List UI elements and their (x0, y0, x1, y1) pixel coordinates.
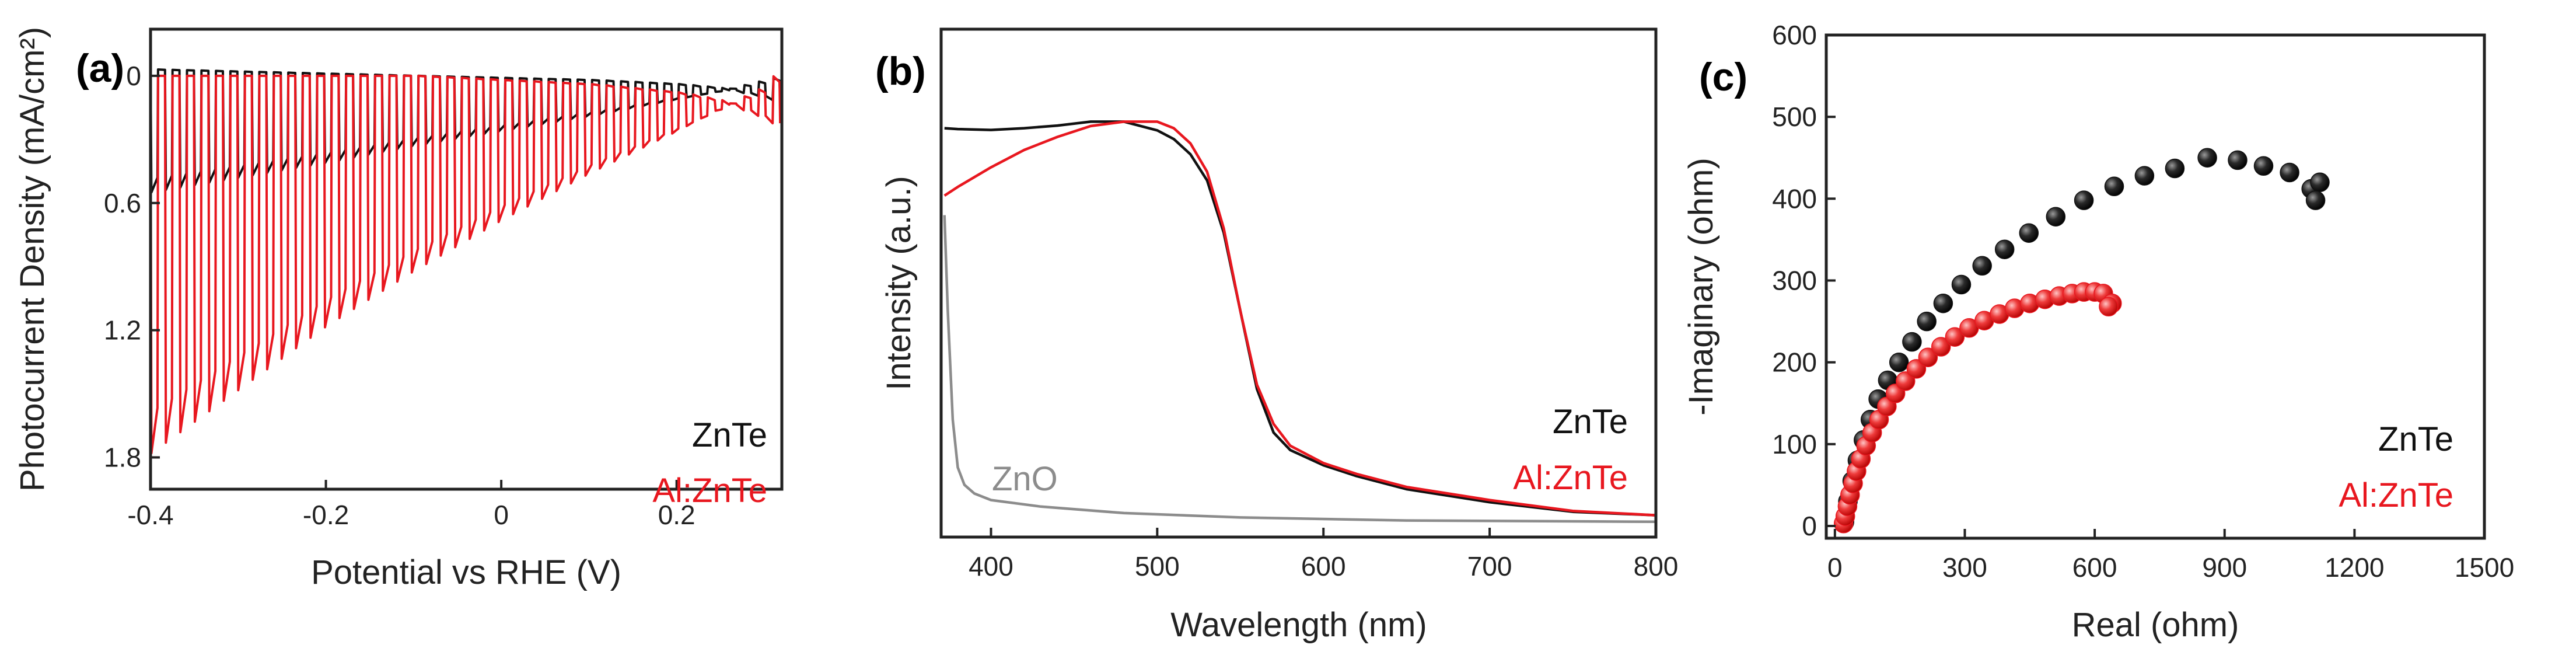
marker-al-znte (1896, 371, 1916, 391)
panel-a: (a) -0.4 -0.2 0 0.2 0 0.6 1.2 1.8 Potential vs… (13, 27, 784, 591)
y-tick-label: 0 (1802, 511, 1817, 541)
marker-znte (1933, 293, 1953, 313)
marker-znte (1951, 274, 1972, 295)
panel-b: (b) 400 500 600 700 800 Wavelength (nm) Inte… (875, 27, 1678, 644)
marker-znte (2074, 190, 2094, 210)
panel-c-legend-znte: ZnTe (2378, 420, 2453, 458)
series-line-zno (943, 215, 1656, 524)
x-tick-label: 300 (1942, 552, 1987, 583)
x-tick-label: 0 (494, 500, 509, 530)
marker-znte (2228, 150, 2248, 170)
y-tick-label: 300 (1772, 265, 1817, 295)
panel-b-legend-alznte: Al:ZnTe (1513, 459, 1628, 497)
panel-a-ylabel: Photocurrent Density (mA/cm²) (13, 27, 51, 492)
x-tick-label: 900 (2202, 552, 2247, 583)
x-tick-label: -0.4 (127, 500, 173, 530)
marker-znte (2134, 166, 2155, 186)
panel-a-legend-znte: ZnTe (692, 416, 767, 454)
panel-a-xlabel: Potential vs RHE (V) (311, 553, 621, 591)
panel-a-label: (a) (76, 46, 124, 90)
panel-b-ylabel: Intensity (a.u.) (880, 176, 918, 390)
y-tick-label: 200 (1772, 347, 1817, 378)
y-tick-label: 0 (126, 61, 141, 91)
marker-znte (1902, 332, 1922, 352)
series-line-al-znte (149, 74, 782, 455)
panel-b-xlabel: Wavelength (nm) (1170, 606, 1427, 644)
marker-znte (1917, 311, 1937, 332)
y-tick-label: 1.2 (104, 315, 141, 346)
x-tick-label: 400 (969, 551, 1013, 581)
panel-a-frame (149, 27, 784, 491)
x-tick-label: 1500 (2455, 552, 2514, 583)
marker-al-znte (1918, 347, 1938, 367)
y-tick-label: 0.6 (104, 188, 141, 218)
marker-al-znte (1906, 359, 1927, 379)
series-line-znte (944, 120, 1656, 517)
marker-znte (1972, 256, 1992, 276)
y-tick-label: 100 (1772, 429, 1817, 459)
marker-znte (2310, 172, 2330, 193)
panel-c: (c) 0 300 600 900 1200 1500 0 100 200 300 400 500 6… (1682, 20, 2514, 644)
panel-b-xticks: 400 500 600 700 800 (969, 528, 1678, 581)
panel-a-xticks: -0.4 -0.2 0 0.2 (127, 480, 695, 530)
marker-znte (2305, 190, 2326, 210)
x-tick-label: 700 (1467, 551, 1512, 581)
marker-al-znte (1931, 337, 1951, 357)
panel-a-yticks: 0 0.6 1.2 1.8 (104, 61, 160, 473)
panel-a-series (149, 68, 782, 455)
marker-znte (2253, 156, 2274, 176)
marker-znte (2104, 176, 2124, 197)
marker-znte (1889, 352, 1909, 372)
x-tick-label: -0.2 (303, 500, 349, 530)
panel-c-xlabel: Real (ohm) (2072, 606, 2239, 644)
marker-znte (2280, 162, 2299, 183)
panel-a-legend-alznte: Al:ZnTe (652, 472, 767, 510)
y-tick-label: 400 (1772, 183, 1817, 214)
panel-b-legend-znte: ZnTe (1553, 403, 1628, 441)
marker-znte (2046, 207, 2066, 227)
panel-c-legend-alznte: Al:ZnTe (2339, 476, 2453, 514)
panel-b-zno-label: ZnO (992, 460, 1058, 498)
y-tick-label: 1.8 (104, 442, 141, 473)
x-tick-label: 0 (1827, 552, 1843, 583)
x-tick-label: 800 (1634, 551, 1679, 581)
panel-b-series (943, 120, 1656, 524)
marker-znte (2165, 158, 2185, 179)
marker-al-znte (1945, 327, 1965, 347)
x-tick-label: 1200 (2325, 552, 2384, 583)
x-tick-label: 600 (2072, 552, 2117, 583)
x-tick-label: 500 (1135, 551, 1180, 581)
y-tick-label: 600 (1772, 20, 1817, 50)
panel-c-frame (1824, 33, 2486, 540)
series-line-al-znte (943, 120, 1656, 517)
panel-c-markers (1833, 148, 2330, 534)
panel-b-frame (939, 27, 1658, 539)
panel-c-yticks: 0 100 200 300 400 500 600 (1772, 20, 1836, 541)
panel-b-label: (b) (875, 49, 926, 93)
marker-al-znte (2099, 297, 2119, 317)
panel-c-ylabel: -Imaginary (ohm) (1682, 158, 1720, 416)
x-tick-label: 600 (1301, 551, 1346, 581)
y-tick-label: 500 (1772, 102, 1817, 132)
panel-c-xticks: 0 300 600 900 1200 1500 (1827, 529, 2514, 583)
marker-znte (2197, 148, 2217, 168)
x-tick-label: 0.2 (658, 500, 695, 530)
marker-znte (2019, 223, 2039, 243)
marker-znte (1994, 239, 2015, 259)
panel-c-label: (c) (1699, 55, 1747, 99)
